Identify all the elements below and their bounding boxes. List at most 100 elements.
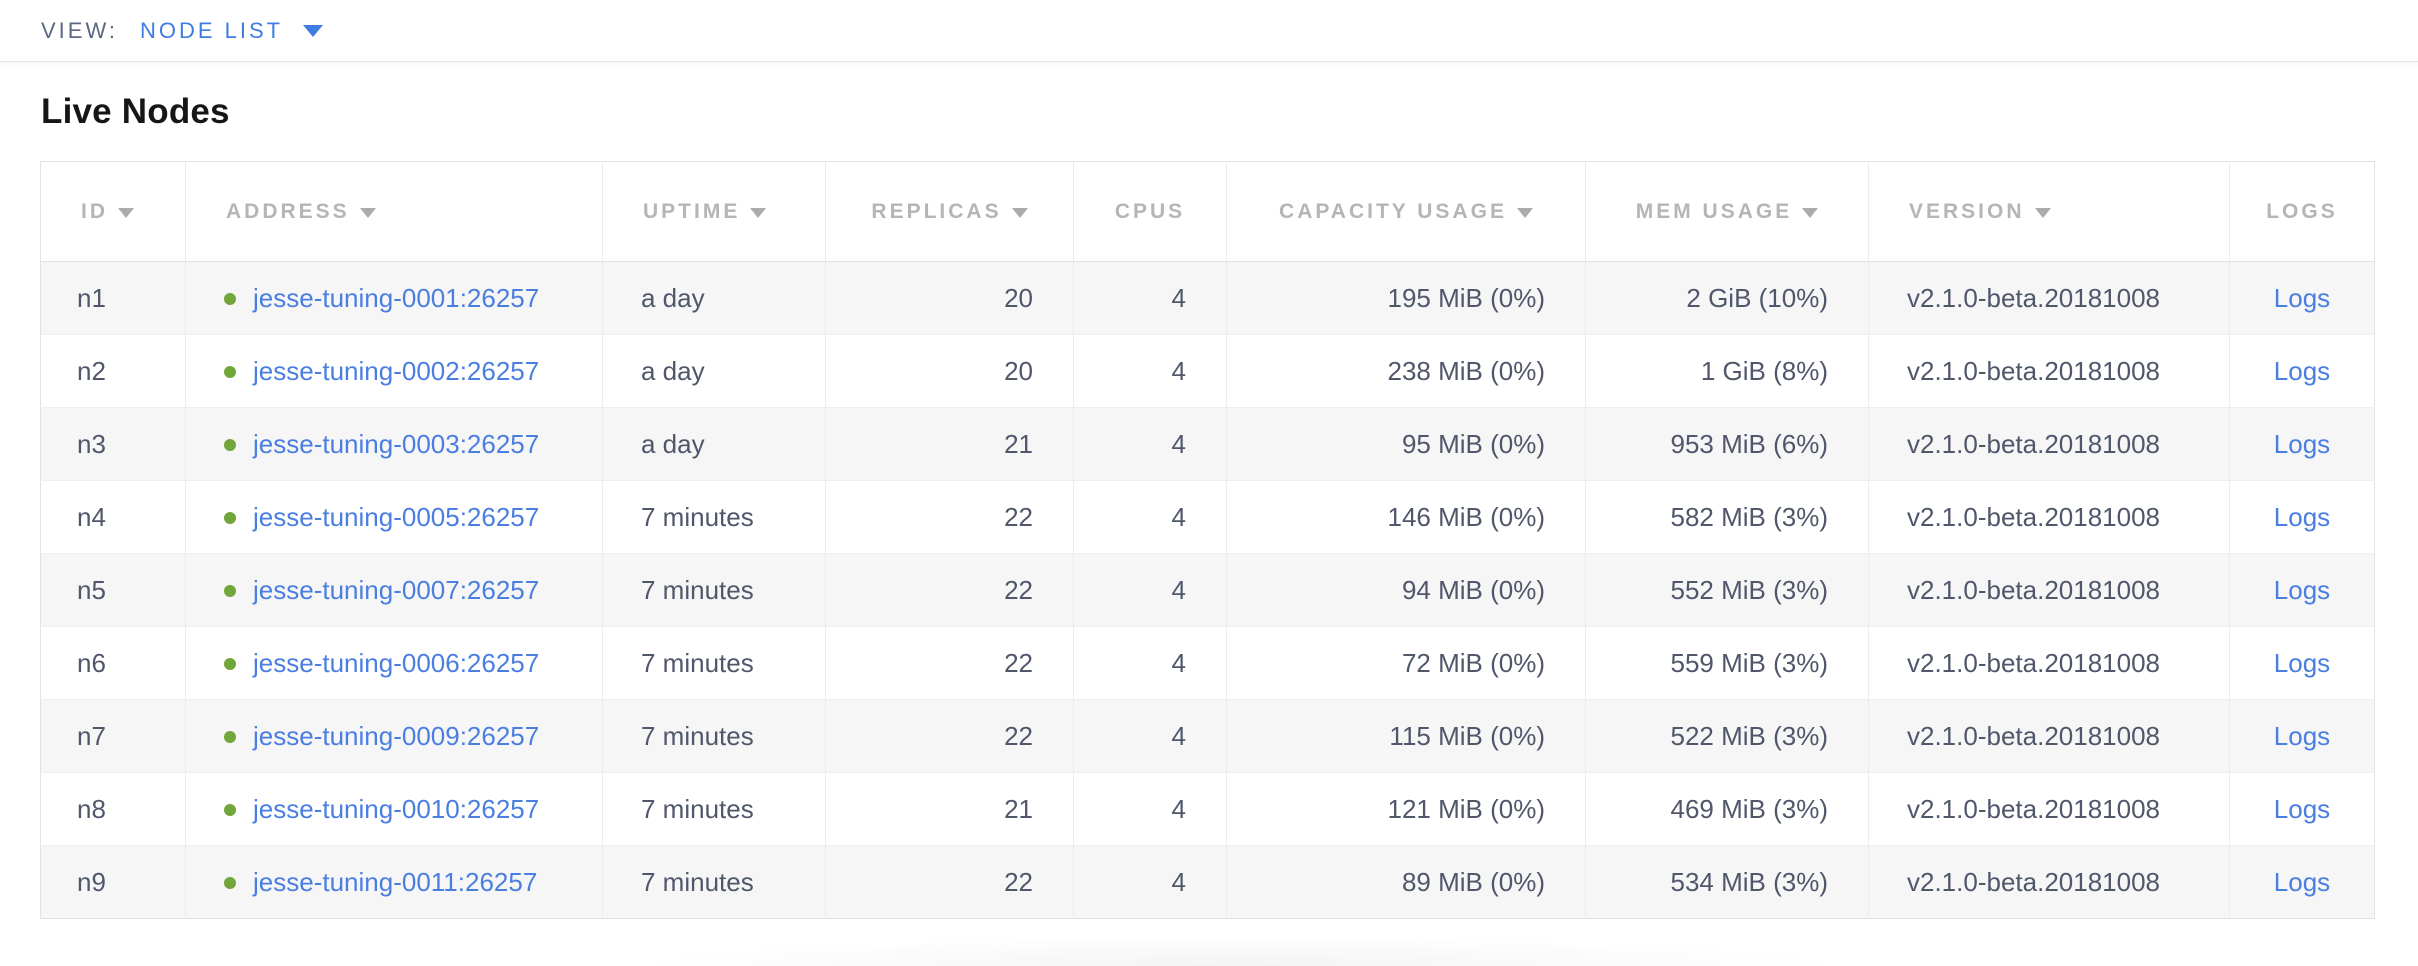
column-header-capacity[interactable]: CAPACITY USAGE <box>1226 161 1586 262</box>
cell-cpus: 4 <box>1073 626 1227 700</box>
logs-link[interactable]: Logs <box>2273 282 2331 313</box>
cell-mem: 1 GiB (8%) <box>1585 334 1869 408</box>
node-address-link[interactable]: jesse-tuning-0003:26257 <box>253 428 540 459</box>
node-live-status-dot <box>224 365 236 378</box>
cell-address: jesse-tuning-0001:26257 <box>185 261 603 335</box>
table-row: n5 jesse-tuning-0007:26257 7 minutes 22 4 94 … <box>40 553 2375 627</box>
cell-id: n4 <box>40 480 186 554</box>
logs-link[interactable]: Logs <box>2273 355 2331 386</box>
logs-link[interactable]: Logs <box>2273 574 2331 605</box>
table-row: n8 jesse-tuning-0010:26257 7 minutes 21 4 121… <box>40 772 2375 846</box>
column-label: CAPACITY USAGE <box>1279 199 1507 223</box>
cell-uptime: a day <box>602 261 826 335</box>
sort-desc-icon <box>1516 207 1533 218</box>
node-live-status-dot <box>224 657 236 670</box>
logs-link[interactable]: Logs <box>2273 428 2331 459</box>
logs-link[interactable]: Logs <box>2273 793 2331 824</box>
cell-replicas: 21 <box>825 407 1074 481</box>
node-live-status-dot <box>224 511 236 524</box>
cell-logs: Logs <box>2229 553 2375 627</box>
node-address-link[interactable]: jesse-tuning-0005:26257 <box>253 501 540 532</box>
column-header-address[interactable]: ADDRESS <box>185 161 603 262</box>
sort-desc-icon <box>1802 207 1819 218</box>
cell-version: v2.1.0-beta.20181008 <box>1868 407 2230 481</box>
cell-version: v2.1.0-beta.20181008 <box>1868 845 2230 919</box>
cell-logs: Logs <box>2229 845 2375 919</box>
table-row: n7 jesse-tuning-0009:26257 7 minutes 22 4 115… <box>40 699 2375 773</box>
cell-version: v2.1.0-beta.20181008 <box>1868 553 2230 627</box>
column-header-uptime[interactable]: UPTIME <box>602 161 826 262</box>
cell-uptime: 7 minutes <box>602 772 826 846</box>
cell-mem: 552 MiB (3%) <box>1585 553 1869 627</box>
node-address-link[interactable]: jesse-tuning-0009:26257 <box>253 720 540 751</box>
cell-logs: Logs <box>2229 334 2375 408</box>
column-label: VERSION <box>1909 199 2025 223</box>
column-label: MEM USAGE <box>1635 199 1793 223</box>
node-address-link[interactable]: jesse-tuning-0011:26257 <box>253 866 538 897</box>
cell-mem: 953 MiB (6%) <box>1585 407 1869 481</box>
cell-mem: 2 GiB (10%) <box>1585 261 1869 335</box>
node-address-link[interactable]: jesse-tuning-0001:26257 <box>253 282 540 313</box>
cell-cpus: 4 <box>1073 553 1227 627</box>
logs-link[interactable]: Logs <box>2273 647 2331 678</box>
view-selector-dropdown[interactable]: NODE LIST <box>140 18 324 44</box>
cell-id: n6 <box>40 626 186 700</box>
cell-version: v2.1.0-beta.20181008 <box>1868 699 2230 773</box>
node-address-link[interactable]: jesse-tuning-0006:26257 <box>253 647 540 678</box>
cell-uptime: 7 minutes <box>602 553 826 627</box>
column-label: ID <box>81 199 108 223</box>
cell-uptime: 7 minutes <box>602 845 826 919</box>
cell-replicas: 22 <box>825 699 1074 773</box>
cell-uptime: a day <box>602 334 826 408</box>
cell-capacity: 115 MiB (0%) <box>1226 699 1586 773</box>
cell-uptime: 7 minutes <box>602 626 826 700</box>
node-live-status-dot <box>224 584 236 597</box>
column-header-mem[interactable]: MEM USAGE <box>1585 161 1869 262</box>
sort-desc-icon <box>750 207 767 218</box>
page-title: Live Nodes <box>41 92 230 131</box>
cell-address: jesse-tuning-0009:26257 <box>185 699 603 773</box>
cell-replicas: 22 <box>825 626 1074 700</box>
cell-mem: 469 MiB (3%) <box>1585 772 1869 846</box>
node-live-status-dot <box>224 803 236 816</box>
logs-link[interactable]: Logs <box>2273 501 2331 532</box>
cell-uptime: 7 minutes <box>602 699 826 773</box>
cell-logs: Logs <box>2229 261 2375 335</box>
live-nodes-table-container: ID ADDRESS UPTIME REPLICAS CPUS CAPACITY USAG… <box>40 161 2375 919</box>
cell-uptime: 7 minutes <box>602 480 826 554</box>
table-header-row: ID ADDRESS UPTIME REPLICAS CPUS CAPACITY USAG… <box>40 161 2375 262</box>
logs-link[interactable]: Logs <box>2273 866 2331 897</box>
sort-desc-icon <box>359 207 376 218</box>
cell-logs: Logs <box>2229 772 2375 846</box>
cell-replicas: 21 <box>825 772 1074 846</box>
cell-address: jesse-tuning-0005:26257 <box>185 480 603 554</box>
column-header-version[interactable]: VERSION <box>1868 161 2230 262</box>
column-header-id[interactable]: ID <box>40 161 186 262</box>
column-label: REPLICAS <box>871 199 1002 223</box>
cell-address: jesse-tuning-0011:26257 <box>185 845 603 919</box>
logs-link[interactable]: Logs <box>2273 720 2331 751</box>
table-row: n4 jesse-tuning-0005:26257 7 minutes 22 4 146… <box>40 480 2375 554</box>
cell-logs: Logs <box>2229 626 2375 700</box>
cell-address: jesse-tuning-0007:26257 <box>185 553 603 627</box>
node-address-link[interactable]: jesse-tuning-0002:26257 <box>253 355 540 386</box>
cell-replicas: 22 <box>825 480 1074 554</box>
column-header-replicas[interactable]: REPLICAS <box>825 161 1074 262</box>
caret-down-icon <box>303 24 324 37</box>
cell-replicas: 20 <box>825 334 1074 408</box>
cell-version: v2.1.0-beta.20181008 <box>1868 261 2230 335</box>
column-label: LOGS <box>2266 199 2338 223</box>
node-live-status-dot <box>224 292 236 305</box>
node-address-link[interactable]: jesse-tuning-0010:26257 <box>253 793 540 824</box>
cell-capacity: 72 MiB (0%) <box>1226 626 1586 700</box>
cell-cpus: 4 <box>1073 845 1227 919</box>
cell-logs: Logs <box>2229 480 2375 554</box>
node-address-link[interactable]: jesse-tuning-0007:26257 <box>253 574 540 605</box>
live-nodes-table: ID ADDRESS UPTIME REPLICAS CPUS CAPACITY USAG… <box>40 161 2375 919</box>
cell-capacity: 89 MiB (0%) <box>1226 845 1586 919</box>
cell-address: jesse-tuning-0003:26257 <box>185 407 603 481</box>
cell-replicas: 20 <box>825 261 1074 335</box>
column-label: CPUS <box>1114 199 1186 223</box>
cell-address: jesse-tuning-0006:26257 <box>185 626 603 700</box>
cell-address: jesse-tuning-0010:26257 <box>185 772 603 846</box>
